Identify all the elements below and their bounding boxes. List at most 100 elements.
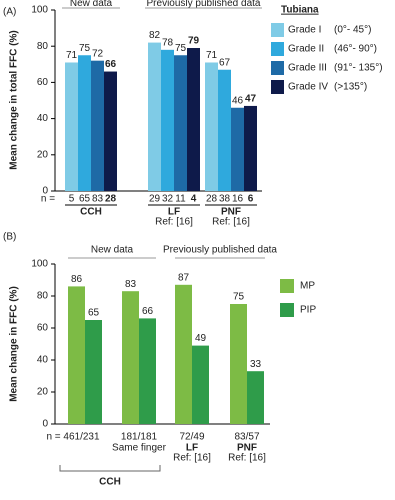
n-label: 28 bbox=[206, 194, 218, 205]
n-label: 65 bbox=[79, 194, 91, 205]
value-label: 49 bbox=[195, 333, 207, 344]
bar bbox=[244, 105, 257, 191]
y-tick-label: 20 bbox=[37, 149, 49, 160]
legend-swatch bbox=[280, 279, 294, 293]
value-label: 66 bbox=[105, 59, 117, 70]
bar bbox=[247, 371, 264, 424]
y-tick-label: 40 bbox=[37, 113, 49, 124]
legend-label: Grade I bbox=[288, 25, 321, 36]
bar bbox=[231, 107, 244, 191]
category-sublabel: PNF bbox=[237, 443, 257, 454]
value-label: 33 bbox=[250, 359, 262, 370]
value-label: 79 bbox=[188, 36, 200, 47]
bar bbox=[122, 291, 139, 424]
legend-range: (>135°) bbox=[334, 82, 367, 93]
bar bbox=[161, 49, 174, 191]
bar bbox=[175, 284, 192, 424]
y-axis-label: Mean change in total FFC (%) bbox=[9, 30, 20, 169]
n-label: 11 bbox=[175, 194, 186, 205]
legend-label: MP bbox=[300, 281, 315, 292]
legend-swatch bbox=[280, 303, 294, 317]
value-label: 78 bbox=[162, 37, 174, 48]
panel-label: (A) bbox=[3, 7, 16, 18]
bar bbox=[230, 304, 247, 424]
x-tick-label: CCH bbox=[80, 207, 102, 218]
value-label: 66 bbox=[142, 306, 154, 317]
bar bbox=[139, 318, 156, 424]
value-label: 46 bbox=[232, 95, 244, 106]
y-tick-label: 20 bbox=[37, 387, 49, 398]
annotation: New data bbox=[91, 245, 134, 256]
legend-range: (0°- 45°) bbox=[334, 25, 371, 36]
bar bbox=[218, 69, 231, 191]
bar bbox=[104, 71, 117, 191]
annotation: Previously published data bbox=[147, 0, 261, 9]
n-label: 38 bbox=[219, 194, 231, 205]
legend-label: PIP bbox=[300, 305, 316, 316]
legend-label: Grade II bbox=[288, 44, 324, 55]
bar bbox=[192, 345, 209, 424]
value-label: 75 bbox=[79, 43, 91, 54]
bracket-label: CCH bbox=[99, 477, 121, 488]
y-tick-label: 0 bbox=[42, 186, 48, 197]
category-sublabel: Same finger bbox=[112, 443, 167, 454]
y-tick-label: 80 bbox=[37, 291, 49, 302]
category-note: Ref: [16] bbox=[228, 453, 266, 464]
n-label: 5 bbox=[69, 194, 75, 205]
bar bbox=[68, 286, 85, 424]
y-tick-label: 60 bbox=[37, 77, 49, 88]
y-tick-label: 80 bbox=[37, 41, 49, 52]
value-label: 47 bbox=[245, 94, 257, 105]
legend-swatch bbox=[271, 23, 284, 37]
n-label: 6 bbox=[248, 194, 254, 205]
legend-swatch bbox=[271, 42, 284, 56]
value-label: 83 bbox=[125, 279, 137, 290]
legend-range: (91°- 135°) bbox=[334, 63, 383, 74]
annotation: New data bbox=[70, 0, 113, 9]
y-tick-label: 40 bbox=[37, 355, 49, 366]
y-axis-label: Mean change in FFC (%) bbox=[9, 286, 20, 402]
category-sublabel: LF bbox=[186, 443, 198, 454]
category-note: Ref: [16] bbox=[212, 217, 250, 228]
bar bbox=[85, 320, 102, 424]
bar bbox=[91, 60, 104, 192]
legend-label: Grade IV bbox=[288, 82, 328, 93]
bar bbox=[78, 55, 91, 191]
category-note: Ref: [16] bbox=[173, 453, 211, 464]
legend-title: Tubiana bbox=[281, 5, 319, 16]
value-label: 87 bbox=[178, 272, 190, 283]
x-tick-label: 83/57 bbox=[234, 432, 259, 443]
bar bbox=[148, 42, 161, 191]
value-label: 65 bbox=[88, 308, 100, 319]
value-label: 86 bbox=[71, 274, 83, 285]
y-tick-label: 0 bbox=[42, 419, 48, 430]
value-label: 71 bbox=[206, 50, 218, 61]
value-label: 71 bbox=[66, 50, 78, 61]
category-note: Ref: [16] bbox=[155, 217, 193, 228]
y-tick-label: 100 bbox=[31, 259, 48, 270]
bar bbox=[65, 62, 78, 191]
value-label: 75 bbox=[233, 292, 245, 303]
legend-range: (46°- 90°) bbox=[334, 44, 377, 55]
n-label: 83 bbox=[92, 194, 104, 205]
bar bbox=[187, 48, 200, 192]
annotation: Previously published data bbox=[163, 245, 277, 256]
bar bbox=[205, 62, 218, 191]
bar bbox=[174, 55, 187, 191]
legend-swatch bbox=[271, 80, 284, 94]
y-tick-label: 100 bbox=[31, 5, 48, 16]
bracket bbox=[59, 465, 161, 472]
x-tick-label: 72/49 bbox=[179, 432, 204, 443]
n-label: 16 bbox=[232, 194, 244, 205]
n-label: 32 bbox=[162, 194, 174, 205]
value-label: 75 bbox=[175, 43, 187, 54]
n-label: 4 bbox=[191, 194, 197, 205]
value-label: 67 bbox=[219, 57, 231, 68]
panel-label: (B) bbox=[3, 232, 16, 243]
x-tick-label: n = 461/231 bbox=[46, 432, 100, 443]
value-label: 72 bbox=[92, 48, 104, 59]
x-tick-label: 181/181 bbox=[121, 432, 158, 443]
legend-label: Grade III bbox=[288, 63, 327, 74]
x-tick-label: LF bbox=[168, 207, 180, 218]
